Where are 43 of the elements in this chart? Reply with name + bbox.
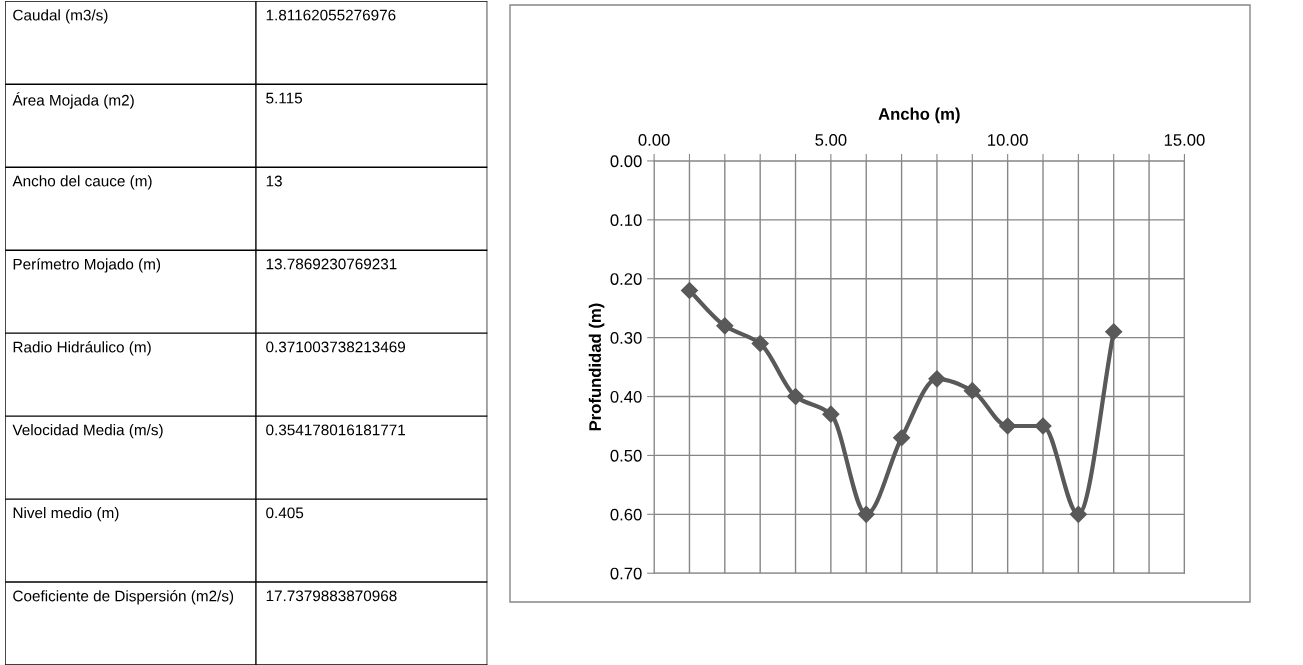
text: Velocidad Media (m/s) <box>12 424 163 439</box>
point <box>1069 505 1087 523</box>
text: Caudal (m3/s) <box>13 9 108 24</box>
y-tick-label: 0.20 <box>610 273 642 285</box>
y-tick-label: 0.60 <box>610 508 642 521</box>
y-tick-label: 0.00 <box>610 155 642 168</box>
point <box>786 387 805 406</box>
text: Coeficiente de Dispersión (m2/s) <box>13 590 234 605</box>
y-tick-label: 0.30 <box>610 332 642 344</box>
point <box>893 429 911 447</box>
x-tick-label: 0.00 <box>638 134 670 146</box>
point <box>751 334 769 353</box>
point <box>999 417 1017 435</box>
x-tick-label: 15.00 <box>1164 134 1205 146</box>
text: 0.371003738213469 <box>266 341 406 353</box>
point <box>716 317 734 335</box>
point <box>1034 417 1052 435</box>
text: 5.115 <box>266 92 303 104</box>
y-tick-label: 0.50 <box>610 449 642 462</box>
x-tick-label: 5.00 <box>815 134 847 146</box>
point <box>963 382 981 400</box>
y-axis-title: Profundidad (m) <box>588 303 605 431</box>
text: Radio Hidráulico (m) <box>13 341 151 356</box>
x-tick-label: 10.00 <box>988 134 1028 146</box>
text: Perímetro Mojado (m) <box>13 258 161 273</box>
point <box>680 281 699 300</box>
text: 1.81162055276976 <box>266 9 396 21</box>
x-axis-title: Ancho (m) <box>878 107 960 124</box>
y-tick-label: 0.40 <box>610 390 642 403</box>
y-tick-label: 0.70 <box>610 567 642 580</box>
text: 0.405 <box>266 507 304 519</box>
point <box>857 505 875 523</box>
point <box>822 405 840 423</box>
text: 13.7869230769231 <box>266 258 397 270</box>
y-tick-label: 0.10 <box>610 214 642 227</box>
text: 13 <box>266 175 282 187</box>
point <box>928 370 946 388</box>
text: Área Mojada (m2) <box>12 92 134 109</box>
text: Nivel medio (m) <box>13 507 119 522</box>
text: 17.7379883870968 <box>266 590 397 602</box>
text: 0.354178016181771 <box>266 424 405 436</box>
point <box>1105 323 1123 341</box>
text: Ancho del cauce (m) <box>12 175 152 190</box>
